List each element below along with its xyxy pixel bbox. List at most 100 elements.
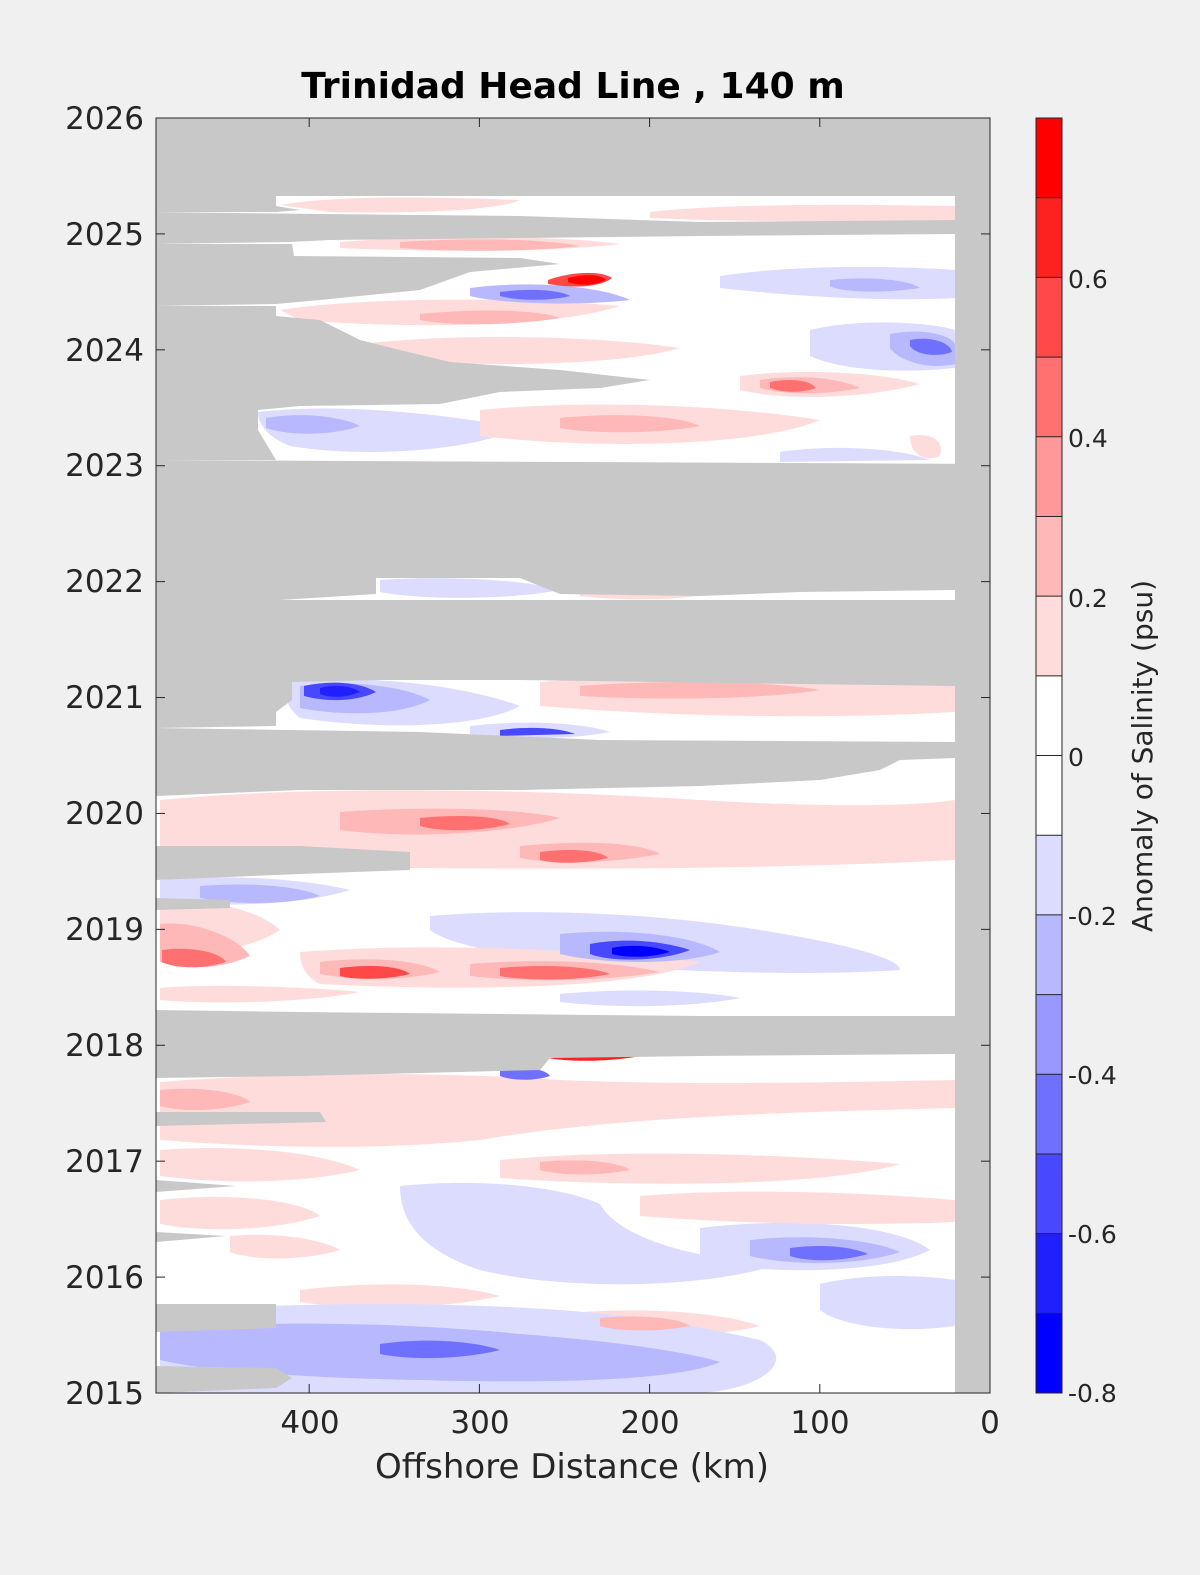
- contour-patch: [320, 685, 360, 697]
- colorbar-swatch: [1036, 994, 1062, 1075]
- missing-data-region: [156, 460, 990, 604]
- contour-patch: [560, 990, 740, 1007]
- contour-patch: [910, 338, 952, 355]
- contour-patch: [650, 204, 955, 222]
- colorbar-tick-label-0.6: 0.6: [1068, 265, 1108, 294]
- missing-data-region: [156, 1304, 276, 1332]
- colorbar-swatch: [1036, 755, 1062, 836]
- contour-patch: [420, 310, 560, 325]
- y-tick-label-2016: 2016: [65, 1260, 144, 1296]
- x-tick-label-300: 300: [450, 1405, 509, 1441]
- contour-patch: [340, 966, 410, 979]
- contour-patch: [640, 1191, 955, 1224]
- contour-patch: [380, 1340, 500, 1359]
- y-tick-label-2018: 2018: [65, 1028, 144, 1064]
- contour-patch: [230, 1234, 340, 1259]
- x-tick-labels: 400 300 200 100 0: [280, 1405, 999, 1441]
- missing-data-region: [156, 600, 990, 728]
- colorbar-tick-label-neg0.2: -0.2: [1068, 902, 1117, 931]
- y-tick-label-2023: 2023: [65, 448, 144, 484]
- missing-data-region: [156, 728, 955, 796]
- colorbar-tick-label-neg0.8: -0.8: [1068, 1379, 1117, 1408]
- colorbar-tick-marks: [1036, 117, 1062, 1394]
- contour-patch: [500, 1153, 900, 1184]
- y-tick-labels: 2015 2016 2017 2018 2019 2020 2021 2022 …: [65, 101, 144, 1412]
- contour-patch: [770, 380, 816, 392]
- contour-patch: [500, 966, 610, 980]
- colorbar-swatch: [1036, 1313, 1062, 1393]
- x-axis-label: Offshore Distance (km): [375, 1447, 769, 1487]
- contour-patch: [160, 1148, 360, 1182]
- contour-patch: [160, 985, 360, 1003]
- chart-title: Trinidad Head Line , 140 m: [301, 66, 844, 107]
- y-tick-label-2017: 2017: [65, 1144, 144, 1180]
- y-tick-label-2019: 2019: [65, 912, 144, 948]
- y-tick-marks: [156, 117, 990, 1394]
- y-tick-label-2026: 2026: [65, 101, 144, 137]
- missing-data-region: [156, 1010, 955, 1078]
- contour-patch: [500, 727, 575, 736]
- contour-patch: [830, 278, 920, 292]
- contour-patch: [160, 1074, 955, 1147]
- colorbar-swatch: [1036, 596, 1062, 676]
- contour-patch: [200, 884, 320, 903]
- contour-patch: [612, 945, 670, 957]
- x-tick-label-0: 0: [980, 1405, 1000, 1441]
- x-tick-label-400: 400: [280, 1405, 339, 1441]
- colorbar-swatch: [1036, 835, 1062, 915]
- plot-area: [156, 118, 990, 1393]
- x-tick-label-100: 100: [790, 1405, 849, 1441]
- contour-patch: [420, 816, 510, 831]
- y-tick-label-2020: 2020: [65, 796, 144, 832]
- colorbar-label: Anomaly of Salinity (psu): [1126, 580, 1159, 932]
- contour-patch: [380, 578, 560, 598]
- colorbar-swatch: [1036, 914, 1062, 995]
- colorbar-tick-label-neg0.4: -0.4: [1068, 1061, 1117, 1090]
- plot-border: [155, 117, 991, 1394]
- colorbar-swatch: [1036, 118, 1062, 198]
- colorbar-swatch: [1036, 436, 1062, 517]
- contour-patch: [910, 434, 941, 459]
- colorbar-swatch: [1036, 675, 1062, 756]
- colorbar-swatch: [1036, 1153, 1062, 1234]
- x-tick-label-200: 200: [620, 1405, 679, 1441]
- missing-data-region: [955, 118, 990, 1393]
- missing-data-region: [156, 1366, 292, 1393]
- colorbar: -0.8 -0.6 -0.4 -0.2 0 0.2 0.4 0.6 Anomal…: [1035, 117, 1159, 1408]
- contour-patch: [600, 1316, 690, 1331]
- contour-patch: [160, 1088, 250, 1111]
- missing-data-region: [156, 196, 300, 212]
- missing-data-region: [156, 244, 560, 306]
- contour-patch: [266, 415, 360, 434]
- missing-data-mask: [156, 118, 990, 1393]
- contour-patch: [160, 1196, 320, 1230]
- missing-data-region: [156, 1180, 236, 1192]
- contour-patch: [560, 415, 700, 433]
- contour-patch: [360, 336, 680, 364]
- colorbar-swatch: [1036, 516, 1062, 597]
- contour-patch: [500, 1068, 550, 1080]
- contour-patch: [160, 790, 955, 869]
- colorbar-swatch: [1036, 197, 1062, 278]
- missing-data-region: [156, 1112, 326, 1126]
- missing-data-region: [802, 616, 955, 630]
- plot-frame: [155, 117, 991, 1394]
- colorbar-swatches: [1036, 118, 1062, 1393]
- colorbar-tick-label-0: 0: [1068, 743, 1084, 772]
- missing-data-region: [156, 898, 230, 910]
- missing-data-region: [156, 1232, 226, 1242]
- y-tick-label-2022: 2022: [65, 564, 144, 600]
- missing-data-region: [156, 846, 410, 880]
- colorbar-swatch: [1036, 1074, 1062, 1154]
- contour-fill-strong: [162, 272, 952, 1359]
- colorbar-tick-label-0.2: 0.2: [1068, 584, 1108, 613]
- contour-patch: [540, 850, 608, 863]
- x-tick-marks: [308, 118, 991, 1393]
- y-tick-label-2015: 2015: [65, 1376, 144, 1412]
- contour-patch: [400, 239, 580, 251]
- contour-patch: [790, 1246, 868, 1261]
- missing-data-region: [156, 118, 990, 196]
- missing-data-region: [156, 212, 955, 244]
- colorbar-tick-label-neg0.6: -0.6: [1068, 1220, 1117, 1249]
